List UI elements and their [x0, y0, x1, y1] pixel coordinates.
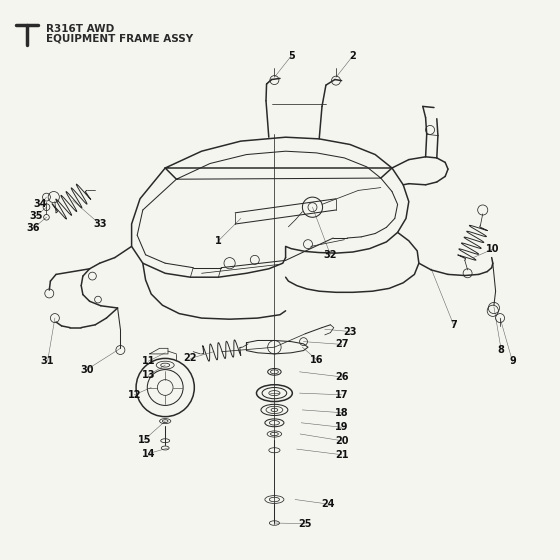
Text: 16: 16 [310, 354, 323, 365]
Text: 31: 31 [41, 356, 54, 366]
Text: 23: 23 [343, 326, 357, 337]
Text: 11: 11 [142, 356, 155, 366]
Text: 19: 19 [335, 422, 348, 432]
Text: 35: 35 [30, 211, 43, 221]
Text: 7: 7 [450, 320, 457, 330]
Text: 34: 34 [34, 199, 47, 209]
Text: 17: 17 [335, 390, 348, 400]
Text: 36: 36 [27, 223, 40, 233]
Text: 32: 32 [324, 250, 337, 260]
Text: 27: 27 [335, 339, 348, 349]
Text: EQUIPMENT FRAME ASSY: EQUIPMENT FRAME ASSY [46, 34, 193, 44]
Text: 26: 26 [335, 372, 348, 382]
Text: 30: 30 [80, 365, 94, 375]
Text: 9: 9 [509, 356, 516, 366]
Text: 12: 12 [128, 390, 141, 400]
Text: 24: 24 [321, 499, 334, 509]
Text: 33: 33 [93, 219, 106, 229]
Text: 2: 2 [349, 51, 356, 61]
Text: 20: 20 [335, 436, 348, 446]
Text: 1: 1 [215, 236, 222, 246]
Text: 5: 5 [288, 51, 295, 61]
Text: 18: 18 [335, 408, 348, 418]
Text: 22: 22 [184, 353, 197, 363]
Text: 15: 15 [138, 435, 151, 445]
Text: 21: 21 [335, 450, 348, 460]
Text: 10: 10 [486, 244, 500, 254]
Text: 14: 14 [142, 449, 155, 459]
Text: 8: 8 [498, 345, 505, 355]
Text: 25: 25 [298, 519, 312, 529]
Text: R316T AWD: R316T AWD [46, 24, 114, 34]
Text: 13: 13 [142, 370, 155, 380]
